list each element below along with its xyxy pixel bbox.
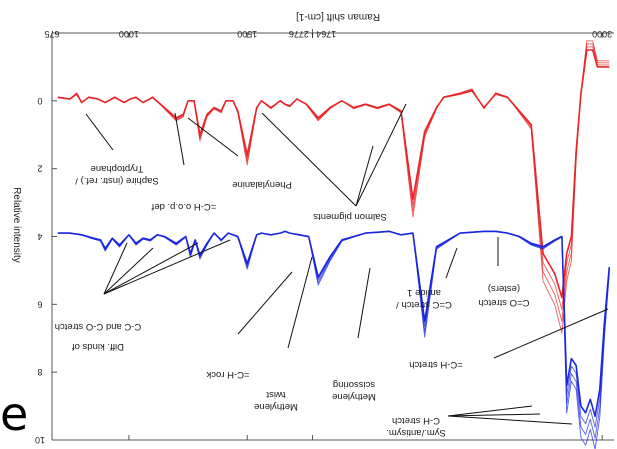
y-tick-label: 2: [37, 164, 42, 174]
axes-frame: [51, 32, 614, 441]
spectrum-series-line: [57, 40, 610, 334]
annotation-label: Diff. kinds of: [72, 341, 124, 352]
annotation-label: Sym./antisym.: [386, 427, 446, 438]
x-ticks: 675 1000 1500 1764 | 2776 3000: [44, 29, 612, 440]
y-tick-label: 0: [37, 96, 42, 106]
annotation-label: Tryptophane: [91, 163, 144, 174]
spectrum-series-line: [57, 230, 610, 439]
annotation-label: C-H stretch: [392, 415, 440, 426]
annotation-label: =C-H rock: [206, 369, 249, 380]
overlay-letter: e: [0, 387, 28, 441]
annotation-label: (esters): [488, 283, 520, 294]
annotation-label: Salmon pigments: [313, 211, 387, 222]
y-axis-title: Relative intensity: [11, 187, 22, 263]
x-tick-label: 1000: [119, 29, 139, 39]
spectrum-series-line: [57, 230, 610, 449]
annotation-label: scissoring: [333, 379, 375, 390]
x-tick-label: 675: [44, 29, 59, 39]
y-ticks: 0 2 4 6 8 10: [35, 96, 57, 445]
annotation-label: =C-H o.o.p. def: [151, 201, 216, 212]
annotation-label: C=C stretch /: [396, 299, 452, 310]
x-axis-title: Raman shift [cm-1]: [296, 11, 380, 22]
x-tick-label: 1764 | 2776: [289, 29, 336, 39]
annotation-label: amide 1: [407, 287, 441, 298]
y-tick-label: 6: [37, 299, 42, 309]
y-tick-label: 4: [37, 232, 42, 242]
annotation-label: Methylene: [332, 391, 376, 402]
annotation-label: Phenylalanine: [232, 179, 292, 190]
annotation-arrows: [85, 103, 609, 425]
x-tick-label: 1500: [237, 29, 257, 39]
annotation-label: C=O stretch: [479, 297, 530, 308]
annotation-layer: Tryptophane Saphire (instr. ref.) / =C-H…: [55, 163, 530, 438]
series-layer: [57, 40, 611, 449]
y-tick-label: 10: [35, 435, 45, 445]
annotation-label: twist: [266, 389, 285, 400]
annotation-label: Methylene: [254, 401, 298, 412]
annotation-label: Saphire (instr. ref.) /: [75, 175, 159, 186]
x-tick-label: 3000: [592, 29, 612, 39]
y-tick-label: 8: [37, 367, 42, 377]
annotation-label: C-C and C-O stretch: [55, 321, 142, 332]
annotation-label: =C-H stretch: [409, 359, 463, 370]
